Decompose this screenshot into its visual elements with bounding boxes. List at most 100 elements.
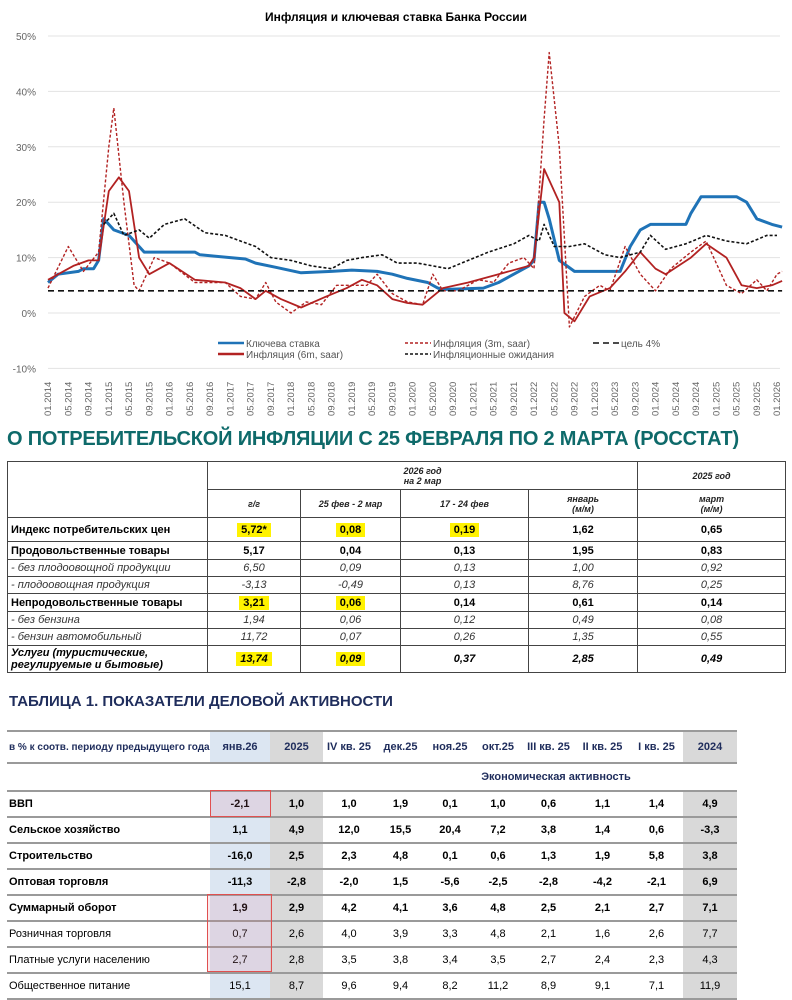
highlighted-value: 0,08: [335, 522, 366, 537]
value-cell: 7,2: [474, 817, 522, 844]
legend-label: Ключева ставка: [246, 339, 320, 350]
value-cell: -3,3: [683, 817, 737, 844]
row-label: Продовольственные товары: [7, 541, 208, 560]
value-cell: 0,55: [637, 628, 787, 646]
column-header-line: март: [698, 493, 725, 504]
value-cell: 1,6: [575, 921, 630, 948]
x-tick-label: 01.2015: [104, 382, 115, 416]
value: 8,76: [572, 579, 594, 591]
x-tick-label: 09.2018: [327, 382, 338, 416]
value-cell: -2,0: [323, 869, 375, 896]
value-cell: 1,1: [575, 791, 630, 818]
value-cell: 1,9: [575, 843, 630, 870]
value-cell: 4,8: [474, 921, 522, 948]
value-cell: 1,4: [630, 791, 683, 818]
row-label: - без бензина: [7, 611, 208, 629]
highlighted-value: 13,74: [236, 652, 272, 666]
x-tick-label: 01.2020: [408, 382, 419, 416]
row-label: Розничная торговля: [7, 921, 210, 948]
x-tick-label: 01.2014: [43, 382, 54, 416]
value-cell: 8,2: [426, 973, 474, 1000]
value-cell: 0,08: [300, 517, 401, 542]
value-cell: 2,1: [575, 895, 630, 922]
table-row: Непродовольственные товары 3,21 0,06 0,14 0,…: [7, 593, 787, 612]
value-cell: 3,5: [323, 947, 375, 974]
legend-label: Инфляция (6m, saar): [246, 349, 343, 361]
value-cell: 4,8: [375, 843, 426, 870]
table-row: Розничная торговля 0,7 2,6 4,0 3,9 3,3 4,8 2,1 1…: [7, 921, 737, 948]
value: 1,00: [572, 562, 594, 574]
value-cell: 0,49: [527, 611, 639, 629]
value: 0,61: [572, 596, 594, 609]
value-cell: 5,8: [630, 843, 683, 870]
table-row: - без бензина 1,94 0,06 0,12 0,49 0,08: [7, 611, 787, 629]
table-row: - бензин автомобильный 11,72 0,07 0,26 1,35 0…: [7, 628, 787, 646]
column-header: дек.25: [375, 730, 426, 764]
x-tick-label: 09.2021: [509, 382, 520, 416]
x-tick-label: 01.2019: [347, 382, 358, 416]
value: 0,09: [339, 562, 362, 574]
value-cell: 3,6: [426, 895, 474, 922]
x-tick-label: 09.2019: [387, 382, 398, 416]
value-cell: -2,8: [270, 869, 323, 896]
x-tick-label: 05.2018: [306, 382, 317, 416]
inflation-section-heading: О ПОТРЕБИТЕЛЬСКОЙ ИНФЛЯЦИИ С 25 ФЕВРАЛЯ …: [7, 428, 739, 450]
value-cell: 0,13: [400, 559, 529, 577]
value-cell: 0,25: [637, 576, 787, 594]
column-header: 2025: [270, 730, 323, 764]
value-cell: 1,0: [474, 791, 522, 818]
column-header: III кв. 25: [522, 730, 575, 764]
value-cell: 0,04: [300, 541, 401, 560]
table-row: Услуги (туристические, регулируемые и бы…: [7, 645, 787, 673]
value: 0,12: [453, 614, 476, 626]
value-cell: -2,5: [474, 869, 522, 896]
value-cell: 0,13: [400, 541, 529, 560]
x-tick-label: 05.2023: [610, 382, 621, 416]
group-header-2026: 2026 год на 2 мар: [206, 461, 639, 490]
value-cell: 7,7: [683, 921, 737, 948]
value-cell: 11,2: [474, 973, 522, 1000]
value-cell: 2,7: [522, 947, 575, 974]
x-tick-label: 01.2023: [590, 382, 601, 416]
highlighted-value: 3,21: [239, 595, 269, 610]
value: -0,49: [337, 579, 364, 591]
y-tick-label: 10%: [16, 254, 36, 265]
value-cell: 2,6: [630, 921, 683, 948]
value: 0,04: [339, 544, 362, 557]
row-label: Общественное питание: [7, 973, 210, 1000]
y-tick-label: 20%: [16, 198, 36, 209]
row-label: - без плодоовощной продукции: [7, 559, 208, 577]
row-label: Сельское хозяйство: [7, 817, 210, 844]
table-row: Индекс потребительских цен 5,72* 0,08 0,19 1…: [7, 517, 787, 542]
value-cell: 4,2: [323, 895, 375, 922]
legend-label: Инфляционные ожидания: [433, 349, 554, 361]
value-cell: 9,4: [375, 973, 426, 1000]
value: 0,13: [453, 579, 476, 591]
column-header: II кв. 25: [575, 730, 630, 764]
value-cell: 6,9: [683, 869, 737, 896]
group-2026-year: 2026 год: [403, 465, 442, 476]
x-tick-label: 01.2016: [165, 382, 176, 416]
table-row: Платные услуги населению 2,7 2,8 3,5 3,8 3,4 3…: [7, 947, 737, 974]
value: 0,65: [700, 523, 723, 536]
value-cell: 3,3: [426, 921, 474, 948]
value-cell: 11,9: [683, 973, 737, 1000]
value-cell: 4,0: [323, 921, 375, 948]
value-cell: 6,50: [207, 559, 301, 577]
value-cell: 20,4: [426, 817, 474, 844]
value-cell: 1,9: [210, 895, 270, 922]
row-label: Индекс потребительских цен: [7, 517, 208, 542]
value-cell: 15,5: [375, 817, 426, 844]
column-header: окт.25: [474, 730, 522, 764]
value-cell: 3,8: [522, 817, 575, 844]
value-cell: 2,1: [522, 921, 575, 948]
y-tick-label: 40%: [16, 87, 36, 98]
cpi-table: 2026 год на 2 мар 2025 год г/г 25 фев - 2 ма…: [7, 461, 787, 673]
column-header: I кв. 25: [630, 730, 683, 764]
value: -3,13: [241, 579, 267, 591]
column-header-line: (м/м): [572, 503, 594, 514]
value-cell: 4,3: [683, 947, 737, 974]
value: 0,26: [453, 631, 476, 643]
value: 0,06: [339, 614, 362, 626]
value: 0,14: [700, 596, 723, 609]
